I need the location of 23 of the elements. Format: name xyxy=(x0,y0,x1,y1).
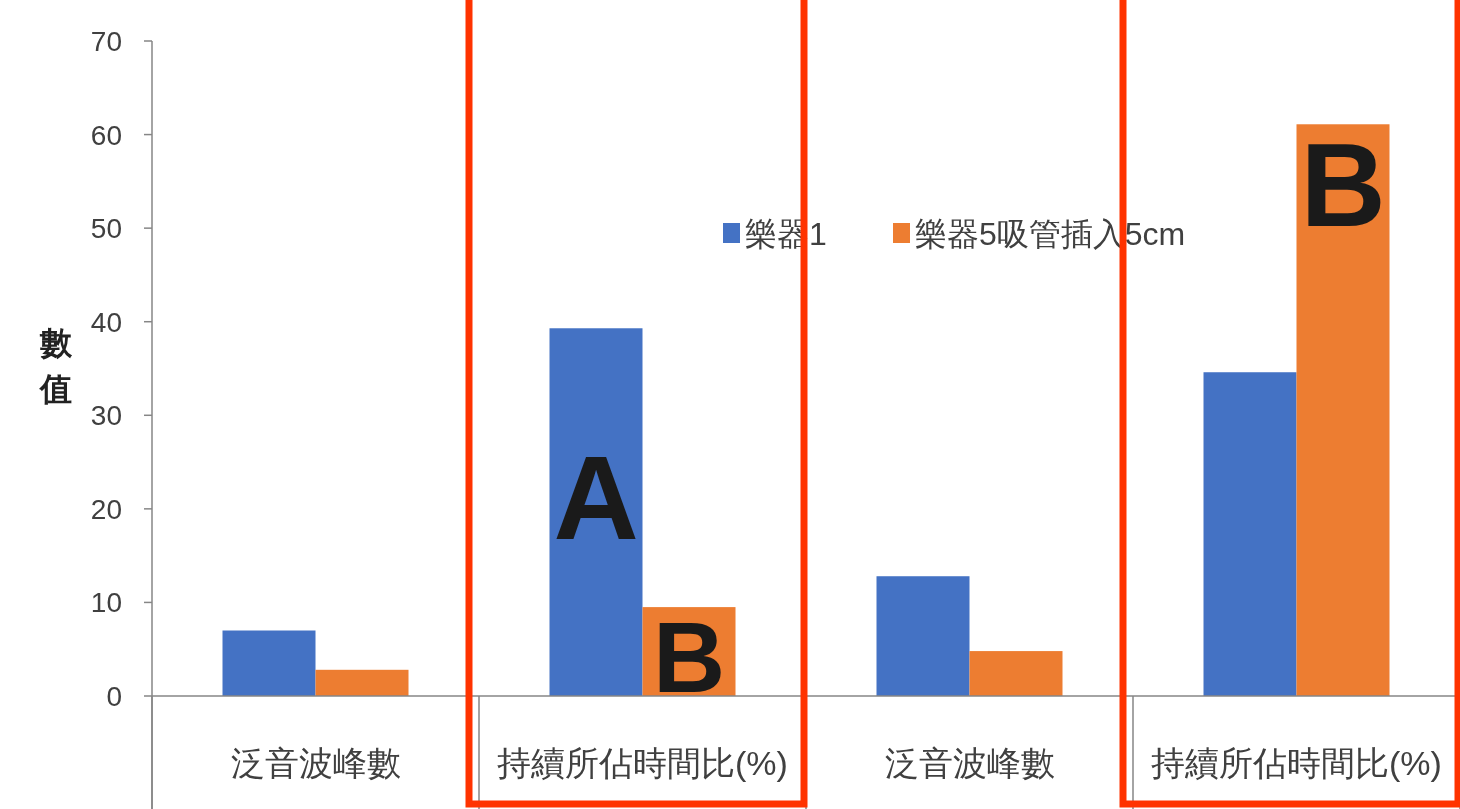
bar xyxy=(969,651,1063,696)
y-tick-label: 60 xyxy=(90,119,122,151)
annotation: B xyxy=(1300,119,1386,252)
bar xyxy=(549,328,643,696)
annotation: B xyxy=(652,601,726,713)
y-tick-label: 0 xyxy=(106,681,122,712)
bar xyxy=(1203,372,1297,696)
y-tick-label: 10 xyxy=(90,587,122,619)
bar xyxy=(222,630,316,696)
x-tick-label: 泛音波峰數 xyxy=(230,744,401,782)
y-tick-label: 30 xyxy=(90,400,122,432)
bar xyxy=(1296,124,1390,696)
x-tick-label: 持續所佔時間比(%) xyxy=(1151,744,1442,782)
y-tick-label: 50 xyxy=(90,213,122,245)
y-tick-label: 40 xyxy=(90,306,122,338)
bar xyxy=(876,576,970,696)
y-tick-label: 20 xyxy=(90,493,122,525)
x-tick-label: 持續所佔時間比(%) xyxy=(497,744,788,782)
annotation: A xyxy=(553,431,639,564)
bar xyxy=(315,669,409,696)
x-tick-label: 泛音波峰數 xyxy=(884,744,1055,782)
y-tick-label: 70 xyxy=(90,26,122,57)
y-axis-title: 數值 xyxy=(39,325,73,407)
